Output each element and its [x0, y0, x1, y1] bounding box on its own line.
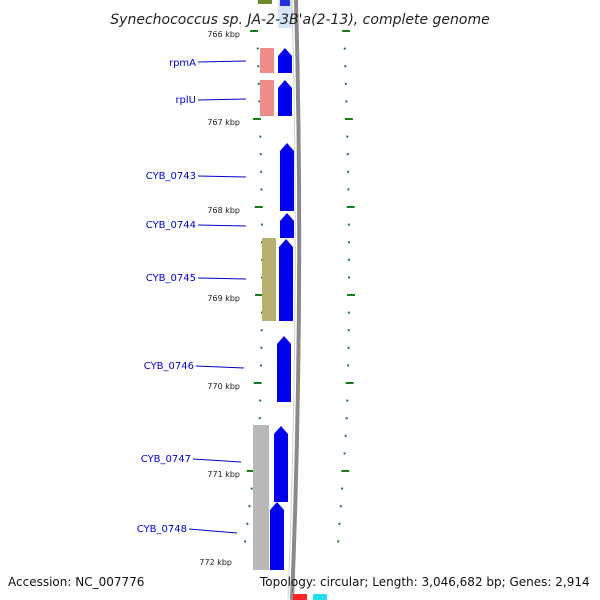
- rna-feature-rpmA[interactable]: [260, 48, 274, 73]
- scale-label-768: 768 kbp: [207, 206, 240, 215]
- gene-label-rplU[interactable]: rplU: [175, 95, 196, 106]
- backbone-line: [290, 0, 302, 600]
- feature-bottom-cyan: [313, 594, 327, 600]
- leader-line: [195, 365, 245, 369]
- cds-arrow-CYB_0747[interactable]: [274, 426, 288, 502]
- gene-label-CYB_0745[interactable]: CYB_0745: [146, 273, 196, 284]
- gene-label-rpmA[interactable]: rpmA: [169, 58, 196, 69]
- cds-arrow-CYB_0746[interactable]: [277, 336, 291, 402]
- gene-label-CYB_0746[interactable]: CYB_0746: [144, 361, 194, 372]
- cds-arrow-rpmA[interactable]: [278, 48, 292, 73]
- gene-label-group-CYB_0745[interactable]: CYB_0745: [146, 273, 247, 284]
- feature-top-highlight: [278, 0, 292, 28]
- scale-label-769: 769 kbp: [207, 294, 240, 303]
- feature-bottom-red: [293, 594, 307, 600]
- leader-line: [188, 528, 238, 534]
- feature-olive-CYB_0745[interactable]: [262, 238, 276, 321]
- leader-line: [197, 98, 247, 101]
- cds-arrow-CYB_0743[interactable]: [280, 143, 294, 211]
- gene-label-CYB_0743[interactable]: CYB_0743: [146, 171, 196, 182]
- gene-label-CYB_0747[interactable]: CYB_0747: [141, 454, 191, 465]
- cds-arrow-rplU[interactable]: [278, 80, 292, 116]
- cds-arrow-CYB_0744[interactable]: [280, 213, 294, 238]
- gene-label-group-CYB_0747[interactable]: CYB_0747: [141, 454, 242, 465]
- scale-labels: 766 kbp 767 kbp 768 kbp 769 kbp 770 kbp …: [199, 30, 240, 567]
- gene-label-CYB_0748[interactable]: CYB_0748: [137, 524, 187, 535]
- leader-line: [192, 458, 242, 463]
- cds-arrow-CYB_0745[interactable]: [279, 239, 293, 321]
- scale-label-770: 770 kbp: [207, 382, 240, 391]
- leader-line: [197, 175, 247, 178]
- genome-summary-text: Topology: circular; Length: 3,046,682 bp…: [260, 575, 590, 589]
- feature-top-olive: [258, 0, 272, 4]
- leader-line: [197, 277, 247, 280]
- gene-label-CYB_0744[interactable]: CYB_0744: [146, 220, 196, 231]
- scale-ticks-right: [337, 30, 356, 543]
- gene-label-group-CYB_0748[interactable]: CYB_0748: [137, 524, 238, 535]
- scale-label-771: 771 kbp: [207, 470, 240, 479]
- gene-label-group-rpmA[interactable]: rpmA: [169, 58, 247, 69]
- accession-text: Accession: NC_007776: [8, 575, 145, 589]
- scale-label-767: 767 kbp: [207, 118, 240, 127]
- map-title: Synechococcus sp. JA-2-3B'a(2-13), compl…: [110, 12, 489, 28]
- gene-label-group-CYB_0744[interactable]: CYB_0744: [146, 220, 247, 231]
- gene-label-group-rplU[interactable]: rplU: [175, 95, 247, 106]
- gene-label-group-CYB_0746[interactable]: CYB_0746: [144, 361, 245, 372]
- backbone-inner-line: [287, 0, 296, 600]
- cds-arrow-CYB_0748[interactable]: [270, 502, 284, 570]
- gene-label-group-CYB_0743[interactable]: CYB_0743: [146, 171, 247, 182]
- scale-label-772: 772 kbp: [199, 558, 232, 567]
- leader-line: [197, 224, 247, 227]
- feature-gray-CYB_0747[interactable]: [253, 425, 269, 570]
- rna-feature-rplU[interactable]: [260, 80, 274, 116]
- leader-line: [197, 60, 247, 63]
- feature-top-blue: [280, 0, 290, 6]
- scale-label-766: 766 kbp: [207, 30, 240, 39]
